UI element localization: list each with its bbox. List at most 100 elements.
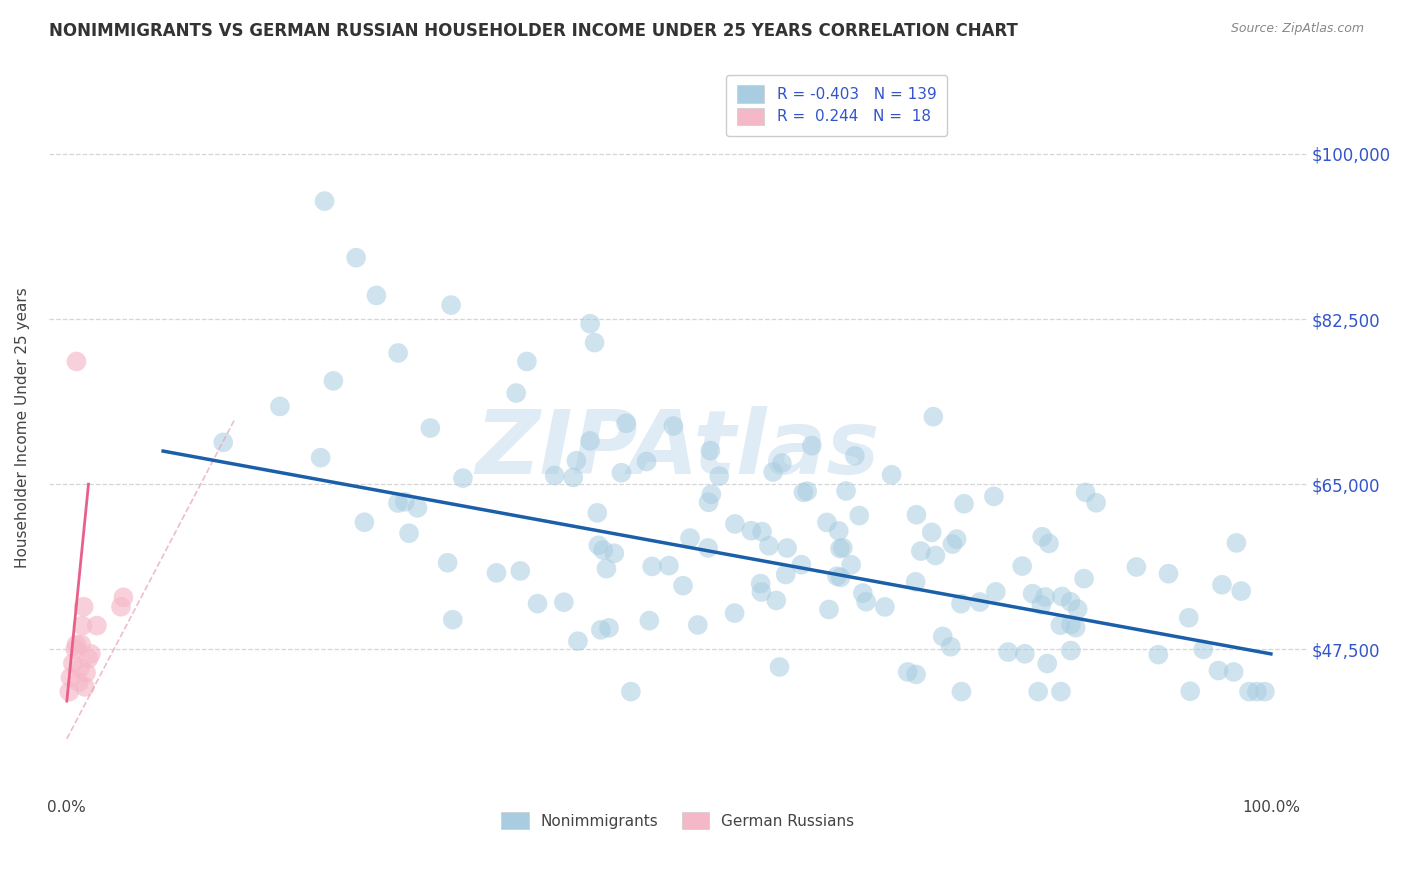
Point xyxy=(873,599,896,614)
Point xyxy=(505,386,527,401)
Point xyxy=(636,454,658,468)
Point xyxy=(65,354,87,368)
Point xyxy=(344,251,367,265)
Point xyxy=(844,449,866,463)
Point xyxy=(322,374,344,388)
Point xyxy=(73,599,96,614)
Point xyxy=(1031,598,1053,612)
Point xyxy=(212,435,235,450)
Point xyxy=(603,546,626,560)
Point xyxy=(830,570,852,584)
Text: NONIMMIGRANTS VS GERMAN RUSSIAN HOUSEHOLDER INCOME UNDER 25 YEARS CORRELATION CH: NONIMMIGRANTS VS GERMAN RUSSIAN HOUSEHOL… xyxy=(49,22,1018,40)
Point xyxy=(516,354,538,368)
Point xyxy=(1026,684,1049,698)
Point xyxy=(314,194,336,208)
Point xyxy=(950,684,973,698)
Point xyxy=(1125,560,1147,574)
Point xyxy=(897,665,920,679)
Point xyxy=(686,618,709,632)
Point xyxy=(67,675,90,690)
Point xyxy=(905,508,928,522)
Point xyxy=(77,651,100,665)
Point xyxy=(1230,584,1253,599)
Point xyxy=(638,614,661,628)
Point xyxy=(80,647,103,661)
Point xyxy=(697,495,720,509)
Point xyxy=(579,434,602,448)
Point xyxy=(592,543,614,558)
Point xyxy=(1085,496,1108,510)
Point xyxy=(614,417,637,431)
Point xyxy=(815,516,838,530)
Point xyxy=(586,506,609,520)
Point xyxy=(65,642,87,657)
Point xyxy=(852,586,875,600)
Point xyxy=(565,453,588,467)
Point xyxy=(73,680,96,694)
Point xyxy=(932,629,955,643)
Point xyxy=(485,566,508,580)
Point xyxy=(1225,536,1247,550)
Point xyxy=(828,524,851,538)
Point xyxy=(796,484,818,499)
Point xyxy=(641,559,664,574)
Point xyxy=(553,595,575,609)
Point xyxy=(387,496,409,510)
Point xyxy=(1014,647,1036,661)
Point xyxy=(1050,590,1073,604)
Point xyxy=(792,485,814,500)
Legend: Nonimmigrants, German Russians: Nonimmigrants, German Russians xyxy=(495,805,860,836)
Point xyxy=(672,579,695,593)
Point xyxy=(394,495,416,509)
Point xyxy=(825,569,848,583)
Point xyxy=(835,483,858,498)
Point xyxy=(509,564,531,578)
Point xyxy=(1157,566,1180,581)
Point xyxy=(440,298,463,312)
Point xyxy=(1021,587,1043,601)
Point xyxy=(765,593,787,607)
Point xyxy=(579,317,602,331)
Point xyxy=(589,623,612,637)
Point xyxy=(1033,590,1056,604)
Point xyxy=(598,621,620,635)
Point xyxy=(818,602,841,616)
Point xyxy=(1180,684,1202,698)
Point xyxy=(749,576,772,591)
Point xyxy=(658,558,681,573)
Point xyxy=(848,508,870,523)
Point xyxy=(610,466,633,480)
Point xyxy=(1074,485,1097,500)
Point xyxy=(758,539,780,553)
Point xyxy=(1059,595,1081,609)
Point xyxy=(1208,664,1230,678)
Point xyxy=(1060,617,1083,632)
Point xyxy=(751,524,773,539)
Point xyxy=(941,537,963,551)
Point xyxy=(406,500,429,515)
Point xyxy=(709,469,731,483)
Point xyxy=(1066,602,1088,616)
Point xyxy=(1060,643,1083,657)
Point xyxy=(768,660,790,674)
Point xyxy=(699,443,721,458)
Point xyxy=(679,531,702,545)
Point xyxy=(526,597,548,611)
Y-axis label: Householder Income Under 25 years: Householder Income Under 25 years xyxy=(15,287,30,568)
Point xyxy=(1246,684,1268,698)
Point xyxy=(880,467,903,482)
Point xyxy=(65,637,87,651)
Text: ZIPAtlas: ZIPAtlas xyxy=(475,406,880,493)
Point xyxy=(905,667,928,681)
Point xyxy=(921,525,943,540)
Point xyxy=(1049,618,1071,632)
Point xyxy=(62,657,84,671)
Point xyxy=(436,556,458,570)
Point xyxy=(567,634,589,648)
Point xyxy=(983,489,1005,503)
Point xyxy=(309,450,332,465)
Point xyxy=(59,671,82,685)
Point xyxy=(70,637,93,651)
Point xyxy=(451,471,474,485)
Point xyxy=(1011,559,1033,574)
